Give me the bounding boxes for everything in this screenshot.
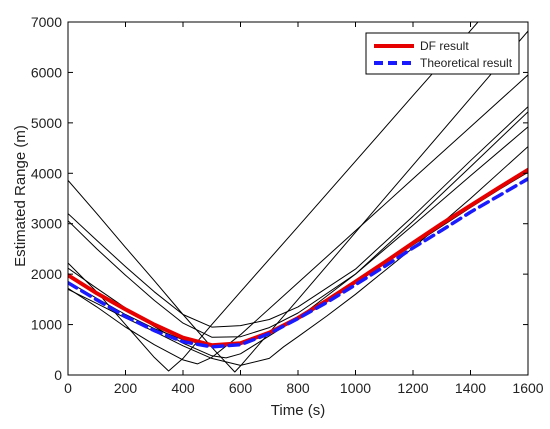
- y-tick-label: 6000: [31, 64, 62, 80]
- x-tick-label: 600: [229, 380, 253, 396]
- series-line-theoretical: [68, 177, 528, 349]
- x-tick-label: 1200: [397, 380, 428, 396]
- y-tick-label: 0: [54, 367, 62, 383]
- y-axis: 0 1000 2000 3000 4000 5000 6000 7000: [31, 14, 528, 383]
- series-line-estimate-3: [68, 30, 528, 373]
- x-axis: 0 200 400 600 800 1000 1200 1400 1600: [64, 22, 544, 396]
- plot-area: [67, 21, 529, 376]
- y-tick-label: 7000: [31, 14, 62, 30]
- x-tick-label: 800: [286, 380, 310, 396]
- y-tick-label: 1000: [31, 317, 62, 333]
- y-tick-label: 5000: [31, 115, 62, 131]
- x-tick-label: 1000: [340, 380, 371, 396]
- y-tick-label: 4000: [31, 165, 62, 181]
- y-tick-label: 2000: [31, 266, 62, 282]
- legend-label-theory: Theoretical result: [420, 56, 513, 70]
- y-axis-label: Estimated Range (m): [12, 125, 29, 267]
- series-line-estimate-2: [68, 22, 479, 372]
- x-tick-label: 200: [114, 380, 138, 396]
- x-axis-label: Time (s): [271, 402, 325, 419]
- legend: DF result Theoretical result: [365, 32, 520, 75]
- x-tick-label: 1400: [455, 380, 486, 396]
- x-tick-label: 1600: [512, 380, 543, 396]
- x-tick-label: 400: [171, 380, 195, 396]
- legend-box: [365, 32, 520, 75]
- series-line-estimate-6: [68, 74, 528, 365]
- series-group: [68, 22, 528, 373]
- series-line-estimate-8: [68, 146, 528, 366]
- legend-label-df: DF result: [420, 39, 469, 53]
- series-line-estimate-4: [68, 106, 528, 328]
- y-tick-label: 3000: [31, 216, 62, 232]
- x-tick-label: 0: [64, 380, 72, 396]
- series-line-estimate-5: [68, 111, 528, 338]
